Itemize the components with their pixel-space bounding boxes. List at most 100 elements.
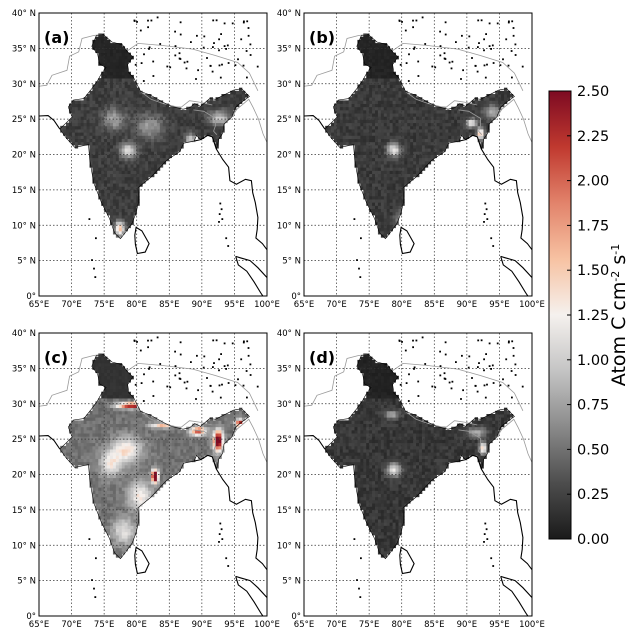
longitude-labels: 65°E 70°E 75°E 80°E 85°E 90°E 95°E 100°E [29,620,280,630]
latitude-tick-label: 20° N [12,151,36,161]
country-borders [39,33,267,144]
latitude-tick-label: 40° N [277,329,301,339]
latitude-tick-label: 35° N [277,44,301,54]
longitude-tick-label: 85°E [424,300,444,310]
colorbar-tick-label: 0.00 [577,532,609,548]
latitude-tick-label: 40° N [277,9,301,19]
latitude-tick-label: 0° [291,612,301,622]
colorbar-tick-label: 2.25 [577,129,609,145]
map-content [304,13,532,296]
latitude-tick-label: 35° N [12,364,36,374]
longitude-tick-label: 100°E [254,300,280,310]
colorbar-tick-label: 2.50 [577,84,609,100]
longitude-tick-label: 80°E [126,620,146,630]
longitude-tick-label: 80°E [126,300,146,310]
latitude-tick-label: 0° [26,612,36,622]
longitude-tick-label: 70°E [326,300,346,310]
longitude-tick-label: 70°E [61,300,81,310]
latitude-tick-label: 40° N [12,9,36,19]
latitude-tick-label: 30° N [277,80,301,90]
latitude-tick-label: 25° N [277,115,301,125]
latitude-tick-label: 0° [291,292,301,302]
latitude-tick-label: 15° N [12,186,36,196]
colorbar-tick-label: 1.00 [577,353,609,369]
longitude-tick-label: 90°E [457,300,477,310]
longitude-tick-label: 90°E [192,300,212,310]
longitude-tick-label: 75°E [359,300,379,310]
colorbar-ticks: 0.00 0.25 0.50 0.75 1.00 1.25 1.50 1.75 2.00 2.25… [567,84,609,548]
country-borders [304,353,532,464]
longitude-labels: 65°E 70°E 75°E 80°E 85°E 90°E 95°E 100°E [29,300,280,310]
colorbar-tick-label: 1.50 [577,263,609,279]
latitude-tick-label: 5° N [282,577,301,587]
emission-field [325,353,514,558]
latitude-tick-label: 10° N [12,541,36,551]
longitude-tick-label: 85°E [159,620,179,630]
latitude-tick-label: 30° N [12,80,36,90]
longitude-tick-label: 65°E [29,300,49,310]
country-borders [304,33,532,144]
longitude-tick-label: 100°E [519,620,545,630]
longitude-tick-label: 85°E [159,300,179,310]
colorbar-label: Atom C cm-2 s-1 [608,244,630,386]
coastlines [304,353,532,616]
map-panel-b: (b) 0° 5° N 10° N 15° N 20° N 25° N 30° N 35° N 4… [277,9,545,310]
country-borders [39,353,267,464]
longitude-tick-label: 100°E [254,620,280,630]
island-dots [353,336,524,598]
map-content [39,13,267,296]
map-frame [38,332,268,617]
latitude-tick-label: 30° N [12,400,36,410]
longitude-tick-label: 95°E [224,300,244,310]
latitude-tick-label: 35° N [277,364,301,374]
island-dots [353,16,524,278]
latitude-tick-label: 10° N [12,221,36,231]
colorbar: 0.00 0.25 0.50 0.75 1.00 1.25 1.50 1.75 2.00 2.25… [548,84,630,548]
latitude-tick-label: 10° N [277,221,301,231]
longitude-tick-label: 95°E [489,620,509,630]
panel-label: (d) [309,348,335,367]
longitude-tick-label: 65°E [29,620,49,630]
longitude-tick-label: 65°E [294,300,314,310]
graticule [39,333,267,616]
latitude-labels: 0° 5° N 10° N 15° N 20° N 25° N 30° N 35° N 40° … [277,329,301,622]
latitude-labels: 0° 5° N 10° N 15° N 20° N 25° N 30° N 35° N 40° … [12,9,36,302]
panel-label: (a) [44,28,69,47]
latitude-tick-label: 5° N [282,257,301,267]
longitude-tick-label: 90°E [192,620,212,630]
coastlines [39,353,267,616]
latitude-tick-label: 35° N [12,44,36,54]
latitude-tick-label: 40° N [12,329,36,339]
map-frame [303,332,533,617]
colorbar-tick-label: 0.25 [577,487,609,503]
longitude-labels: 65°E 70°E 75°E 80°E 85°E 90°E 95°E 100°E [294,620,545,630]
colorbar-tick-label: 0.75 [577,398,609,414]
latitude-tick-label: 5° N [17,257,36,267]
panel-label: (b) [309,28,335,47]
longitude-tick-label: 85°E [424,620,444,630]
longitude-tick-label: 75°E [359,620,379,630]
emission-field [60,33,249,238]
latitude-tick-label: 20° N [277,151,301,161]
longitude-tick-label: 95°E [489,300,509,310]
emission-field [325,33,514,238]
longitude-tick-label: 65°E [294,620,314,630]
map-panel-d: (d) 0° 5° N 10° N 15° N 20° N 25° N 30° N 35° N 4… [277,329,545,630]
island-dots [88,16,259,278]
latitude-tick-label: 15° N [12,506,36,516]
panel-label: (c) [44,348,68,367]
emission-field [60,353,249,558]
latitude-tick-label: 20° N [277,471,301,481]
latitude-tick-label: 25° N [277,435,301,445]
coastlines [304,33,532,296]
map-content [39,333,267,616]
latitude-tick-label: 20° N [12,471,36,481]
latitude-labels: 0° 5° N 10° N 15° N 20° N 25° N 30° N 35° N 40° … [12,329,36,622]
map-panel-c: (c) 0° 5° N 10° N 15° N 20° N 25° N 30° N 35° N 4… [12,329,280,630]
latitude-tick-label: 10° N [277,541,301,551]
longitude-tick-label: 95°E [224,620,244,630]
longitude-tick-label: 75°E [94,620,114,630]
longitude-tick-label: 70°E [61,620,81,630]
latitude-tick-label: 25° N [12,435,36,445]
longitude-tick-label: 80°E [391,620,411,630]
